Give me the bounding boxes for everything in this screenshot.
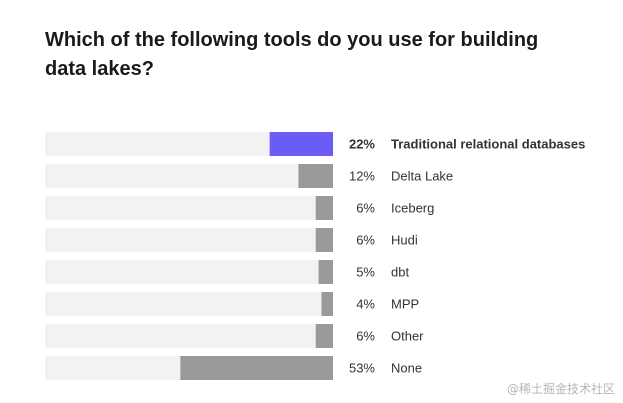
bar-track xyxy=(45,324,333,348)
value-label: 4% xyxy=(356,297,375,312)
bar-track xyxy=(45,164,333,188)
value-label: 53% xyxy=(349,361,375,376)
bar-track xyxy=(45,196,333,220)
bar xyxy=(321,292,333,316)
bar-track xyxy=(45,260,333,284)
category-label: MPP xyxy=(391,297,419,312)
value-label: 6% xyxy=(356,329,375,344)
value-label: 22% xyxy=(349,137,375,152)
bar-track xyxy=(45,228,333,252)
bar xyxy=(298,164,333,188)
value-label: 12% xyxy=(349,169,375,184)
bar-track xyxy=(45,292,333,316)
bar xyxy=(269,132,333,156)
bar xyxy=(315,324,333,348)
value-label: 6% xyxy=(356,201,375,216)
category-label: Hudi xyxy=(391,233,418,248)
category-label: None xyxy=(391,361,422,376)
bar xyxy=(318,260,333,284)
category-label: Iceberg xyxy=(391,201,434,216)
category-label: Delta Lake xyxy=(391,169,453,184)
category-label: Traditional relational databases xyxy=(391,137,585,152)
value-label: 6% xyxy=(356,233,375,248)
value-label: 5% xyxy=(356,265,375,280)
bar xyxy=(180,356,333,380)
category-label: Other xyxy=(391,329,424,344)
chart-title: Which of the following tools do you use … xyxy=(45,29,539,80)
watermark: @稀土掘金技术社区 xyxy=(506,382,615,396)
category-label: dbt xyxy=(391,265,409,280)
bar xyxy=(315,196,333,220)
bar xyxy=(315,228,333,252)
